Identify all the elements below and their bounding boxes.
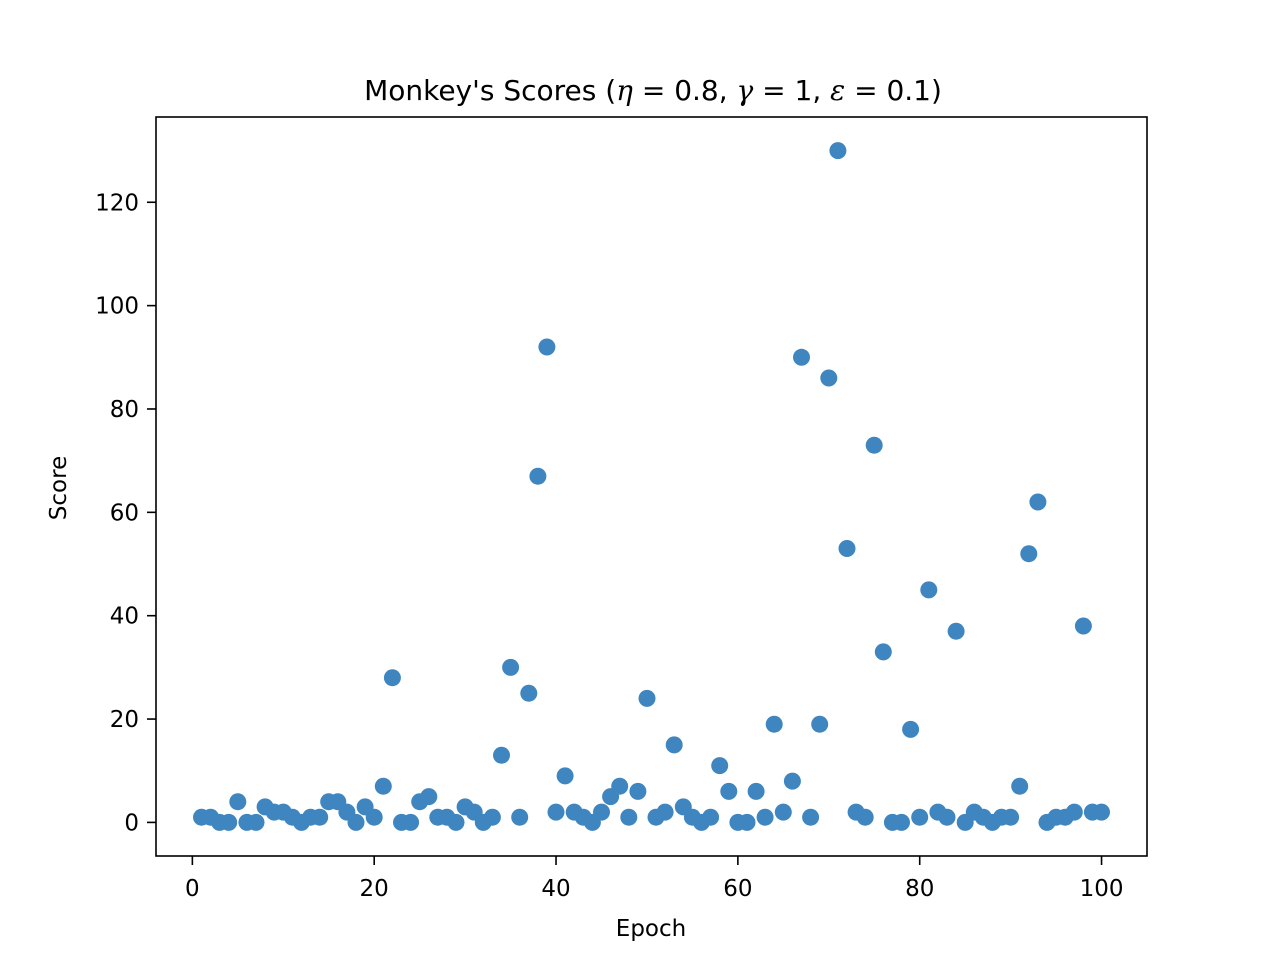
data-point <box>711 757 729 775</box>
data-point <box>656 803 674 821</box>
data-point <box>520 684 538 702</box>
data-point <box>538 338 556 356</box>
data-point <box>747 782 765 800</box>
data-point <box>247 813 265 831</box>
x-tick-label: 20 <box>360 876 389 902</box>
data-point <box>1020 545 1038 563</box>
data-point <box>802 808 820 826</box>
x-tick-label: 0 <box>185 876 200 902</box>
data-point <box>483 808 501 826</box>
data-point <box>793 348 810 366</box>
y-tick-label: 80 <box>110 397 139 423</box>
y-tick-label: 120 <box>95 190 139 216</box>
y-tick-label: 100 <box>95 294 139 320</box>
data-point <box>1065 803 1083 821</box>
data-point <box>629 782 647 800</box>
y-axis: 0 20 40 60 80 100 120 <box>95 190 156 836</box>
data-point <box>511 808 529 826</box>
data-point <box>383 669 401 687</box>
data-point <box>529 467 547 485</box>
data-point <box>911 808 929 826</box>
data-point <box>838 540 856 557</box>
data-point <box>902 720 920 738</box>
x-axis-label: Epoch <box>616 916 686 942</box>
data-point <box>820 369 838 387</box>
data-point <box>1002 808 1020 826</box>
data-point <box>920 581 938 599</box>
data-point <box>765 715 783 733</box>
data-point <box>720 782 738 800</box>
data-point <box>493 746 510 764</box>
data-point <box>1093 803 1110 821</box>
data-point <box>756 808 774 826</box>
y-tick-label: 60 <box>110 500 139 526</box>
data-point <box>947 622 965 640</box>
data-point <box>347 813 365 831</box>
x-tick-label: 80 <box>905 876 934 902</box>
data-point <box>702 808 720 826</box>
data-point <box>402 813 420 831</box>
data-point <box>311 808 329 826</box>
data-point <box>229 793 247 811</box>
data-point <box>1011 777 1029 795</box>
x-tick-label: 100 <box>1080 876 1124 902</box>
y-tick-label: 20 <box>110 707 139 733</box>
data-point <box>783 772 801 790</box>
data-point <box>556 767 574 785</box>
data-point <box>502 658 520 676</box>
y-axis-label: Score <box>46 456 72 520</box>
data-point <box>1029 493 1047 511</box>
data-point <box>738 813 756 831</box>
x-tick-label: 40 <box>541 876 570 902</box>
data-point <box>856 808 874 826</box>
data-point <box>593 803 610 821</box>
data-point <box>665 736 683 754</box>
x-tick-label: 60 <box>723 876 752 902</box>
data-point <box>365 808 383 826</box>
data-point <box>420 788 438 806</box>
data-point <box>638 689 656 707</box>
data-point <box>774 803 792 821</box>
data-point <box>1074 617 1092 635</box>
data-point <box>447 813 465 831</box>
data-point <box>547 803 565 821</box>
chart-title: Monkey's Scores (η = 0.8, γ = 1, ε = 0.1… <box>364 74 942 107</box>
y-tick-label: 40 <box>110 604 139 630</box>
data-point <box>893 813 910 831</box>
x-axis: 0 20 40 60 80 100 <box>185 856 1123 902</box>
data-point <box>220 813 238 831</box>
y-tick-label: 0 <box>124 810 139 836</box>
data-point <box>374 777 392 795</box>
data-point <box>938 808 956 826</box>
data-point <box>620 808 638 826</box>
data-points <box>193 142 1110 831</box>
data-point <box>611 777 629 795</box>
data-point <box>874 643 892 661</box>
plot-frame <box>155 116 1148 857</box>
data-point <box>865 436 883 454</box>
data-point <box>811 715 829 733</box>
data-point <box>829 142 847 160</box>
